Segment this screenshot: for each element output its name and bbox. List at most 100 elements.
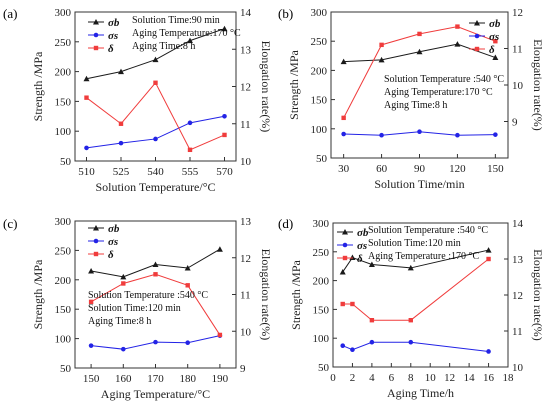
y-axis-title: Strength /MPa [31,259,45,329]
annotation-text: Aging Time:8 h [384,100,447,111]
data-point-delta [118,121,124,126]
x-tick-label: 6 [389,372,395,384]
y-axis-title: Strength /MPa [287,49,301,119]
data-point-sigma_b [221,25,228,32]
data-point-sigma_b [349,254,356,261]
x-tick-label: 4 [369,372,375,384]
y-tick-label: 50 [318,362,330,374]
x-tick-label: 510 [78,166,95,178]
data-point-sigma_s [153,339,158,345]
data-point-sigma_b [152,261,159,268]
y-tick-label: 100 [55,126,72,138]
data-point-sigma_b [407,264,414,271]
legend-marker [474,20,480,26]
chart-panel-1: 510 525 540 555 570 50 100 150 200 250 300 10 11 12 13… [3,6,273,194]
y2-tick-label: 12 [512,7,523,19]
data-point-sigma_b [83,75,90,82]
data-point-delta [369,318,375,323]
data-point-delta [185,283,190,288]
data-point-sigma_b [416,48,423,55]
y-tick-label: 150 [311,95,328,107]
data-point-sigma_b [378,56,385,63]
y-tick-label: 50 [60,363,72,375]
y2-tick-label: 13 [512,254,524,266]
legend-marker [93,238,99,244]
data-point-sigma_b [88,267,95,274]
y-tick-label: 150 [55,96,72,108]
data-point-delta [455,24,460,29]
annotation-text: Aging Temperature :170 °C [368,251,479,262]
annotation-text: Aging Temperature:170 °C [132,28,241,39]
data-point-sigma_s [369,339,375,345]
chart-panel-3: 150 160 170 180 190 50 100 150 200 250 300 9 10 11 12 1… [3,216,273,401]
legend-label: σs [489,31,499,43]
annotation-text: Aging Time:8 h [132,41,195,52]
x-tick-label: 16 [483,372,495,384]
data-point-sigma_s [486,349,491,354]
y-tick-label: 250 [311,36,328,48]
data-point-sigma_s [408,339,414,345]
y2-tick-label: 10 [512,362,524,374]
y-tick-label: 200 [55,67,72,79]
y2-tick-label: 9 [512,117,518,129]
x-tick-label: 0 [330,372,336,384]
panel-label: (d) [278,216,293,231]
data-point-delta [121,281,126,286]
data-point-sigma_s [350,347,355,353]
y-axis-title: Strength /MPa [31,51,45,121]
data-point-sigma_b [454,41,461,47]
data-point-delta [493,39,498,44]
x-tick-label: 30 [338,163,350,175]
y-tick-label: 250 [55,37,72,49]
data-point-sigma_b [118,68,124,75]
data-point-sigma_s [118,140,124,146]
legend-label: σb [357,227,369,239]
data-point-sigma_b [492,54,499,61]
data-point-sigma_s [379,132,384,138]
x-tick-label: 190 [212,373,229,385]
data-point-delta [341,115,346,121]
x-tick-label: 525 [113,166,130,178]
y2-tick-label: 13 [240,44,252,56]
data-point-delta [153,80,158,85]
data-point-sigma_s [417,129,422,135]
series-line-delta [342,258,489,321]
x-axis-title: Solution Time/min [374,177,464,191]
series-line-sigma_s [342,341,489,352]
data-point-sigma_s [340,343,346,348]
data-point-sigma_b [120,273,127,280]
x-tick-label: 150 [487,163,504,175]
series-line-sigma_s [86,115,225,149]
legend-label: σs [357,240,367,252]
y2-axis-title: Elongation rate(%) [259,249,273,341]
data-point-delta [187,147,193,153]
y2-tick-label: 10 [240,156,252,168]
data-point-sigma_s [185,340,190,346]
y-tick-label: 50 [60,156,72,168]
x-tick-label: 10 [425,372,437,384]
annotation-text: Solution Temperature :540 °C [368,225,488,236]
x-tick-label: 540 [147,166,164,178]
y-tick-label: 200 [55,275,72,287]
legend-marker [93,19,99,25]
data-point-delta [486,256,491,262]
annotation-text: Aging Temperature:170 °C [384,87,493,98]
data-point-sigma_b [368,261,375,267]
y-tick-label: 100 [55,334,72,346]
data-point-delta [84,95,89,100]
legend-label: δ [108,43,114,55]
data-point-sigma_s [88,343,94,348]
data-point-delta [417,31,422,37]
data-point-sigma_s [222,114,227,119]
x-tick-label: 90 [414,163,426,175]
y-tick-label: 300 [55,7,72,19]
annotation-text: Solution Time:120 min [368,238,461,249]
data-point-delta [88,299,94,305]
legend-label: δ [489,44,495,56]
x-tick-label: 60 [376,163,388,175]
x-axis-title: Aging Temperature/°C [101,387,210,401]
data-point-delta [408,318,413,323]
legend-marker [93,32,99,38]
data-point-delta [217,332,223,338]
annotation-text: Solution Temperature :540 °C [384,74,504,85]
